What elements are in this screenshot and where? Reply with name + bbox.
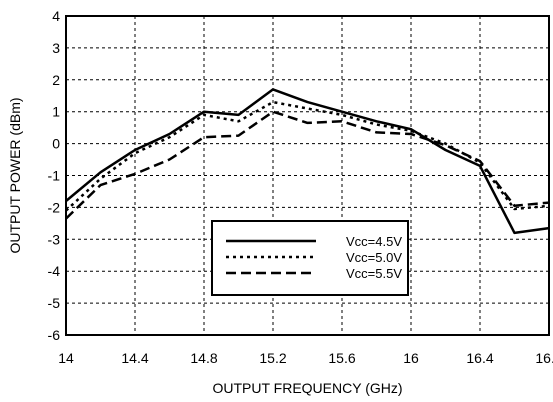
legend-label: Vcc=5.5V	[346, 266, 402, 281]
y-tick-label: -1	[48, 168, 61, 184]
y-tick-label: -4	[48, 263, 61, 279]
x-tick-label: 16.8	[535, 350, 553, 366]
series-line-1	[65, 88, 550, 235]
legend-label: Vcc=5.0V	[346, 250, 402, 265]
series-group	[65, 88, 550, 235]
x-tick-label: 14.4	[121, 350, 148, 366]
y-tick-label: -6	[48, 327, 61, 343]
y-tick-label: 0	[52, 136, 60, 152]
y-tick-label: 4	[52, 8, 60, 24]
y-tick-label: -2	[48, 199, 61, 215]
y-tick-label: 2	[52, 72, 60, 88]
legend-label: Vcc=4.5V	[346, 234, 402, 249]
x-tick-label: 16	[403, 350, 419, 366]
x-tick-label: 14	[58, 350, 74, 366]
series-line-3	[65, 110, 550, 220]
series-line-2	[65, 100, 550, 212]
x-tick-label: 16.4	[466, 350, 493, 366]
plot-frame	[65, 15, 550, 336]
x-axis-label: OUTPUT FREQUENCY (GHz)	[212, 380, 402, 396]
y-tick-label: -3	[48, 231, 61, 247]
y-tick-labels: -6 -5 -4 -3 -2 -1 0 1 2 3 4	[48, 8, 61, 343]
y-tick-label: 3	[52, 40, 60, 56]
y-tick-label: -5	[48, 295, 61, 311]
x-tick-label: 14.8	[190, 350, 217, 366]
y-tick-label: 1	[52, 104, 60, 120]
y-axis-label: OUTPUT POWER (dBm)	[7, 97, 23, 253]
x-tick-label: 15.6	[328, 350, 355, 366]
x-tick-label: 15.2	[259, 350, 286, 366]
x-tick-labels: 14 14.4 14.8 15.2 15.6 16 16.4 16.8	[58, 350, 553, 366]
